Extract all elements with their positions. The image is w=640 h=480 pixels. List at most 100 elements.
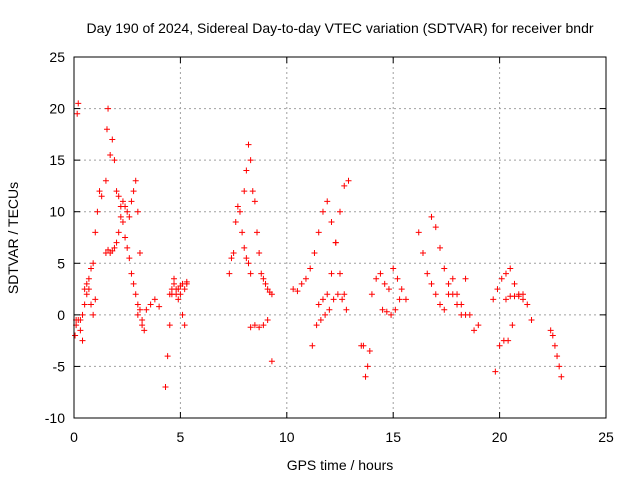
y-tick-label-0: -10 bbox=[45, 410, 65, 426]
point-s3-0 bbox=[102, 177, 109, 184]
point-s18-2 bbox=[437, 244, 444, 251]
point-s1-13 bbox=[96, 188, 103, 195]
point-s15-0 bbox=[368, 291, 375, 298]
series-s9 bbox=[241, 141, 275, 298]
series-s23 bbox=[547, 327, 565, 380]
point-s16-0 bbox=[379, 306, 386, 313]
x-tick-label-1: 5 bbox=[177, 429, 185, 445]
point-s21-4 bbox=[509, 322, 516, 329]
point-s7-3 bbox=[173, 291, 180, 298]
point-s23-3 bbox=[554, 353, 561, 360]
point-s4-15 bbox=[134, 208, 141, 215]
data-points bbox=[72, 100, 565, 391]
series-s15 bbox=[368, 265, 409, 303]
point-s16-2 bbox=[388, 311, 395, 318]
series-s14 bbox=[358, 342, 373, 380]
point-s13-0 bbox=[315, 301, 322, 308]
series-s2 bbox=[73, 286, 99, 329]
x-tick-label-5: 25 bbox=[598, 429, 614, 445]
point-s4-4 bbox=[111, 244, 118, 251]
y-tick-label-1: -5 bbox=[53, 358, 66, 374]
point-s19-0 bbox=[462, 275, 469, 282]
point-s19-1 bbox=[466, 311, 473, 318]
point-s8-6 bbox=[239, 229, 246, 236]
point-s2-4 bbox=[81, 301, 88, 308]
point-s6-9 bbox=[181, 322, 188, 329]
point-s9-2 bbox=[245, 141, 252, 148]
point-s1-7 bbox=[83, 280, 90, 287]
point-s16-1 bbox=[383, 308, 390, 315]
point-s7-4 bbox=[175, 286, 182, 293]
point-s3-14 bbox=[130, 280, 137, 287]
point-s17-0 bbox=[415, 229, 422, 236]
point-s15-7 bbox=[398, 286, 405, 293]
point-s22-5 bbox=[524, 301, 531, 308]
point-s5-3 bbox=[147, 301, 154, 308]
point-s11-4 bbox=[307, 265, 314, 272]
point-s12-5 bbox=[330, 296, 337, 303]
point-s2-7 bbox=[88, 301, 95, 308]
point-s9-8 bbox=[258, 270, 265, 277]
point-s10-1 bbox=[251, 322, 258, 329]
point-s20-7 bbox=[520, 296, 527, 303]
point-s11-7 bbox=[319, 208, 326, 215]
point-s11-11 bbox=[337, 270, 343, 277]
series-s22 bbox=[502, 291, 535, 324]
point-s18-0 bbox=[428, 213, 435, 220]
point-s6-4 bbox=[171, 275, 178, 282]
point-s8-4 bbox=[234, 203, 241, 210]
point-s16-3 bbox=[392, 306, 399, 313]
point-s16-4 bbox=[396, 296, 403, 303]
point-s3-13 bbox=[128, 270, 135, 277]
point-s17-2 bbox=[424, 270, 431, 277]
point-s11-6 bbox=[315, 229, 322, 236]
x-tick-label-4: 20 bbox=[492, 429, 508, 445]
point-s2-8 bbox=[90, 311, 97, 318]
point-s12-2 bbox=[317, 317, 324, 324]
point-s4-16 bbox=[136, 249, 143, 256]
point-s9-11 bbox=[264, 286, 271, 293]
x-tick-label-3: 15 bbox=[385, 429, 401, 445]
point-s18-7 bbox=[458, 311, 465, 318]
y-tick-label-2: 0 bbox=[57, 307, 65, 323]
point-s1-5 bbox=[79, 337, 86, 344]
point-s20-5 bbox=[511, 280, 518, 287]
point-s14-3 bbox=[364, 363, 371, 370]
point-s19-2 bbox=[471, 327, 478, 334]
point-s3-4 bbox=[109, 136, 116, 143]
point-s18-1 bbox=[432, 224, 439, 231]
point-s23-4 bbox=[556, 363, 563, 370]
point-s13-1 bbox=[319, 296, 326, 303]
point-s12-7 bbox=[339, 296, 346, 303]
y-tick-labels: -10 -5 0 5 10 15 20 25 bbox=[45, 49, 65, 426]
x-tick-label-0: 0 bbox=[70, 429, 78, 445]
point-s3-12 bbox=[126, 255, 133, 262]
series-s13 bbox=[315, 177, 352, 308]
point-s7-2 bbox=[171, 280, 178, 287]
point-s19-3 bbox=[475, 322, 482, 329]
point-s13-3 bbox=[328, 270, 335, 277]
point-s23-0 bbox=[547, 327, 554, 334]
point-s3-19 bbox=[141, 327, 148, 334]
point-s1-12 bbox=[94, 208, 101, 215]
point-s8-9 bbox=[245, 260, 252, 267]
point-s20-1 bbox=[494, 286, 501, 293]
series-s10 bbox=[247, 317, 275, 365]
series-s20 bbox=[490, 265, 527, 303]
series-s7 bbox=[166, 278, 190, 298]
point-s6-0 bbox=[162, 384, 169, 391]
chart-title: Day 190 of 2024, Sidereal Day-to-day VTE… bbox=[86, 20, 593, 36]
point-s3-2 bbox=[105, 105, 112, 112]
point-s15-2 bbox=[377, 270, 384, 277]
point-s6-2 bbox=[166, 322, 173, 329]
point-s4-8 bbox=[119, 198, 126, 205]
point-s12-0 bbox=[309, 342, 316, 349]
point-s9-0 bbox=[241, 188, 248, 195]
point-s4-9 bbox=[122, 203, 129, 210]
point-s2-3 bbox=[79, 311, 86, 318]
point-s1-3 bbox=[75, 100, 82, 107]
series-s8 bbox=[226, 203, 254, 277]
point-s14-2 bbox=[362, 373, 369, 380]
point-s4-11 bbox=[126, 213, 133, 220]
point-s11-5 bbox=[311, 249, 318, 256]
